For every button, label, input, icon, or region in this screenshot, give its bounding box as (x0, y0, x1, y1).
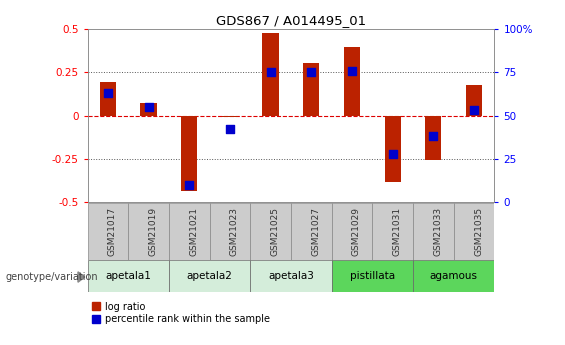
Point (307, 70, 316, 75)
Point (103, 90, 112, 96)
Bar (169, 260, 250, 292)
FancyArrow shape (78, 272, 85, 282)
Bar (291, 203, 332, 260)
Bar (181, 116, 197, 191)
Bar (466, 85, 482, 116)
Bar (169, 203, 210, 260)
Bar (385, 116, 401, 182)
Bar (372, 203, 413, 260)
Bar (332, 203, 372, 260)
Bar (303, 63, 319, 116)
Text: apetala1: apetala1 (105, 271, 151, 281)
Point (429, 134, 438, 139)
Text: genotype/variation: genotype/variation (6, 272, 98, 282)
Point (144, 104, 153, 110)
Bar (250, 203, 291, 260)
Text: GSM21029: GSM21029 (352, 207, 361, 256)
Bar (263, 33, 279, 116)
Bar (128, 203, 169, 260)
Bar (332, 260, 413, 292)
Point (347, 68, 357, 73)
Point (185, 182, 194, 187)
Text: apetala2: apetala2 (186, 271, 233, 281)
Bar (88, 203, 128, 260)
Point (225, 127, 234, 132)
Title: GDS867 / A014495_01: GDS867 / A014495_01 (216, 14, 366, 27)
Bar (425, 116, 441, 160)
Text: GSM21035: GSM21035 (474, 207, 483, 256)
Text: agamous: agamous (430, 271, 477, 281)
Point (470, 108, 479, 113)
Text: apetala3: apetala3 (268, 271, 314, 281)
Bar (454, 203, 494, 260)
Bar (141, 104, 157, 116)
Text: GSM21021: GSM21021 (189, 207, 198, 256)
Bar (413, 203, 454, 260)
Bar (222, 116, 238, 117)
Text: GSM21033: GSM21033 (433, 207, 442, 256)
Point (266, 70, 275, 75)
Bar (413, 260, 494, 292)
Bar (344, 47, 360, 116)
Legend: log ratio, percentile rank within the sample: log ratio, percentile rank within the sa… (93, 302, 270, 325)
Text: GSM21023: GSM21023 (230, 207, 239, 256)
Point (388, 151, 397, 156)
Text: pistillata: pistillata (350, 271, 395, 281)
Text: GSM21019: GSM21019 (149, 207, 158, 256)
Text: GSM21027: GSM21027 (311, 207, 320, 256)
Bar (88, 260, 169, 292)
Bar (100, 82, 116, 116)
Text: GSM21025: GSM21025 (271, 207, 280, 256)
Text: GSM21031: GSM21031 (393, 207, 402, 256)
Text: GSM21017: GSM21017 (108, 207, 117, 256)
Bar (210, 203, 250, 260)
Bar (250, 260, 332, 292)
